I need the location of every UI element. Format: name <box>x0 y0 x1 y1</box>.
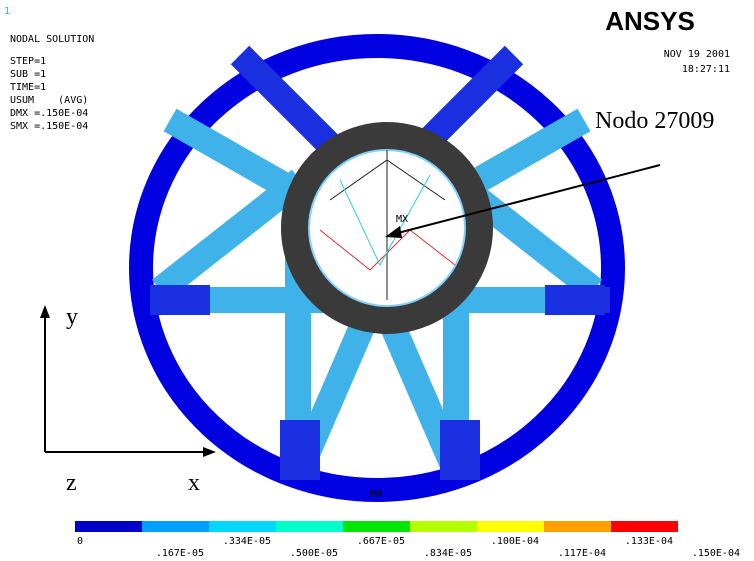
legend-label: .334E-05 <box>223 536 271 547</box>
legend-swatch <box>477 521 544 532</box>
legend-label: 0 <box>77 536 83 547</box>
legend-swatch <box>142 521 209 532</box>
legend-swatch <box>544 521 611 532</box>
time: 18:27:11 <box>682 64 730 75</box>
legend-swatch <box>410 521 477 532</box>
header-line: STEP=1 <box>10 56 46 67</box>
x-label: x <box>188 470 200 496</box>
legend-label: .150E-04 <box>692 548 740 559</box>
y-label: y <box>66 304 78 330</box>
legend-swatch <box>343 521 410 532</box>
legend-label: .117E-04 <box>558 548 606 559</box>
plot-title: NODAL SOLUTION <box>10 34 94 45</box>
legend-swatch <box>611 521 678 532</box>
min-marker: MN <box>370 489 382 500</box>
header-line: USUM (AVG) <box>10 95 88 106</box>
legend-label: .667E-05 <box>357 536 405 547</box>
header-line: SUB =1 <box>10 69 46 80</box>
date: NOV 19 2001 <box>664 49 730 60</box>
window-number: 1 <box>4 6 10 17</box>
legend-label: .167E-05 <box>156 548 204 559</box>
header-line: DMX =.150E-04 <box>10 108 88 119</box>
legend-label: .834E-05 <box>424 548 472 559</box>
z-label: z <box>66 470 77 496</box>
max-marker: MX <box>396 214 408 225</box>
legend-label: .500E-05 <box>290 548 338 559</box>
ansys-screen: 1 NODAL SOLUTION ANSYS NOV 19 2001 18:27… <box>0 0 754 561</box>
legend-swatch <box>75 521 142 532</box>
legend-label: .133E-04 <box>625 536 673 547</box>
legend-label: .100E-04 <box>491 536 539 547</box>
legend-swatch <box>276 521 343 532</box>
legend-swatch <box>209 521 276 532</box>
logo: ANSYS <box>605 6 695 36</box>
header-line: SMX =.150E-04 <box>10 121 88 132</box>
header-line: TIME=1 <box>10 82 46 93</box>
node-annotation: Nodo 27009 <box>595 108 714 134</box>
